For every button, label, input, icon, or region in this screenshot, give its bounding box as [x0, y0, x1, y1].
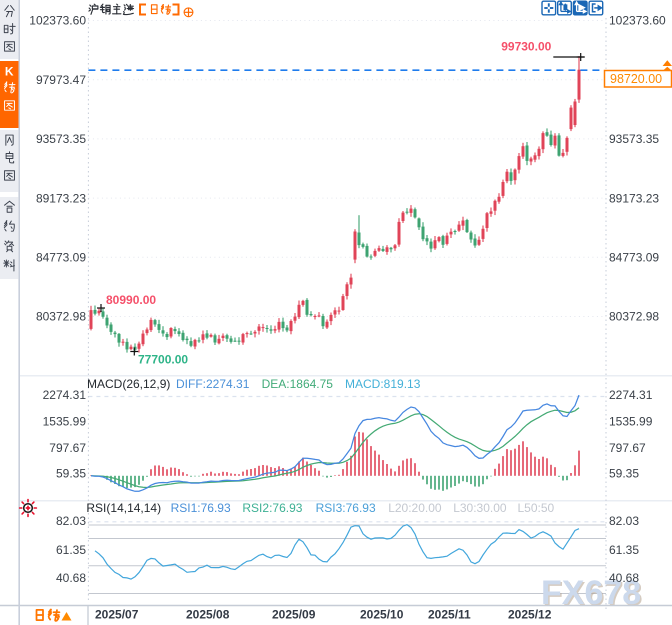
svg-text:84773.09: 84773.09 — [36, 251, 86, 265]
svg-text:RSI1:76.93: RSI1:76.93 — [171, 501, 231, 515]
svg-text:84773.09: 84773.09 — [609, 251, 659, 265]
svg-text:MACD:819.13: MACD:819.13 — [345, 377, 421, 391]
svg-text:2025/08: 2025/08 — [186, 608, 230, 622]
svg-text:40.68: 40.68 — [56, 571, 86, 585]
svg-text:77700.00: 77700.00 — [138, 353, 188, 367]
svg-text:102373.60: 102373.60 — [609, 14, 666, 28]
svg-text:2025/11: 2025/11 — [428, 608, 471, 622]
svg-text:L20:20.00: L20:20.00 — [388, 501, 442, 515]
svg-text:82.03: 82.03 — [56, 514, 86, 528]
svg-text:797.67: 797.67 — [609, 441, 646, 455]
svg-text:2274.31: 2274.31 — [43, 388, 87, 402]
svg-text:102373.60: 102373.60 — [29, 14, 86, 28]
svg-text:FX678: FX678 — [543, 576, 643, 614]
svg-text:2025/07: 2025/07 — [95, 608, 139, 622]
svg-text:K: K — [5, 65, 14, 79]
svg-text:99730.00: 99730.00 — [501, 39, 551, 53]
svg-text:59.35: 59.35 — [609, 467, 639, 481]
svg-text:80372.98: 80372.98 — [36, 310, 86, 324]
svg-text:59.35: 59.35 — [56, 467, 86, 481]
svg-text:40.68: 40.68 — [609, 571, 639, 585]
svg-text:RSI(14,14,14): RSI(14,14,14) — [86, 501, 161, 515]
svg-text:89173.23: 89173.23 — [36, 191, 86, 205]
svg-text:797.67: 797.67 — [49, 441, 86, 455]
svg-text:61.35: 61.35 — [609, 543, 639, 557]
svg-text:98720.00: 98720.00 — [610, 72, 662, 86]
svg-text:DIFF:2274.31: DIFF:2274.31 — [176, 377, 250, 391]
svg-text:2025/12: 2025/12 — [508, 608, 552, 622]
svg-text:1535.99: 1535.99 — [609, 415, 653, 429]
svg-text:82.03: 82.03 — [609, 514, 639, 528]
svg-text:61.35: 61.35 — [56, 543, 86, 557]
svg-text:89173.23: 89173.23 — [609, 191, 659, 205]
svg-text:L50:50: L50:50 — [518, 501, 555, 515]
svg-text:2025/09: 2025/09 — [272, 608, 316, 622]
svg-text:RSI3:76.93: RSI3:76.93 — [316, 501, 376, 515]
svg-text:RSI2:76.93: RSI2:76.93 — [242, 501, 302, 515]
svg-text:80372.98: 80372.98 — [609, 310, 659, 324]
svg-text:DEA:1864.75: DEA:1864.75 — [262, 377, 334, 391]
svg-text:1535.99: 1535.99 — [43, 415, 87, 429]
svg-text:MACD(26,12,9): MACD(26,12,9) — [87, 377, 170, 391]
svg-text:2025/10: 2025/10 — [360, 608, 404, 622]
svg-text:97973.47: 97973.47 — [36, 73, 86, 87]
svg-text:L30:30.00: L30:30.00 — [453, 501, 507, 515]
svg-text:80990.00: 80990.00 — [106, 293, 156, 307]
svg-text:93573.35: 93573.35 — [36, 132, 86, 146]
svg-text:93573.35: 93573.35 — [609, 132, 659, 146]
svg-text:2274.31: 2274.31 — [609, 388, 653, 402]
